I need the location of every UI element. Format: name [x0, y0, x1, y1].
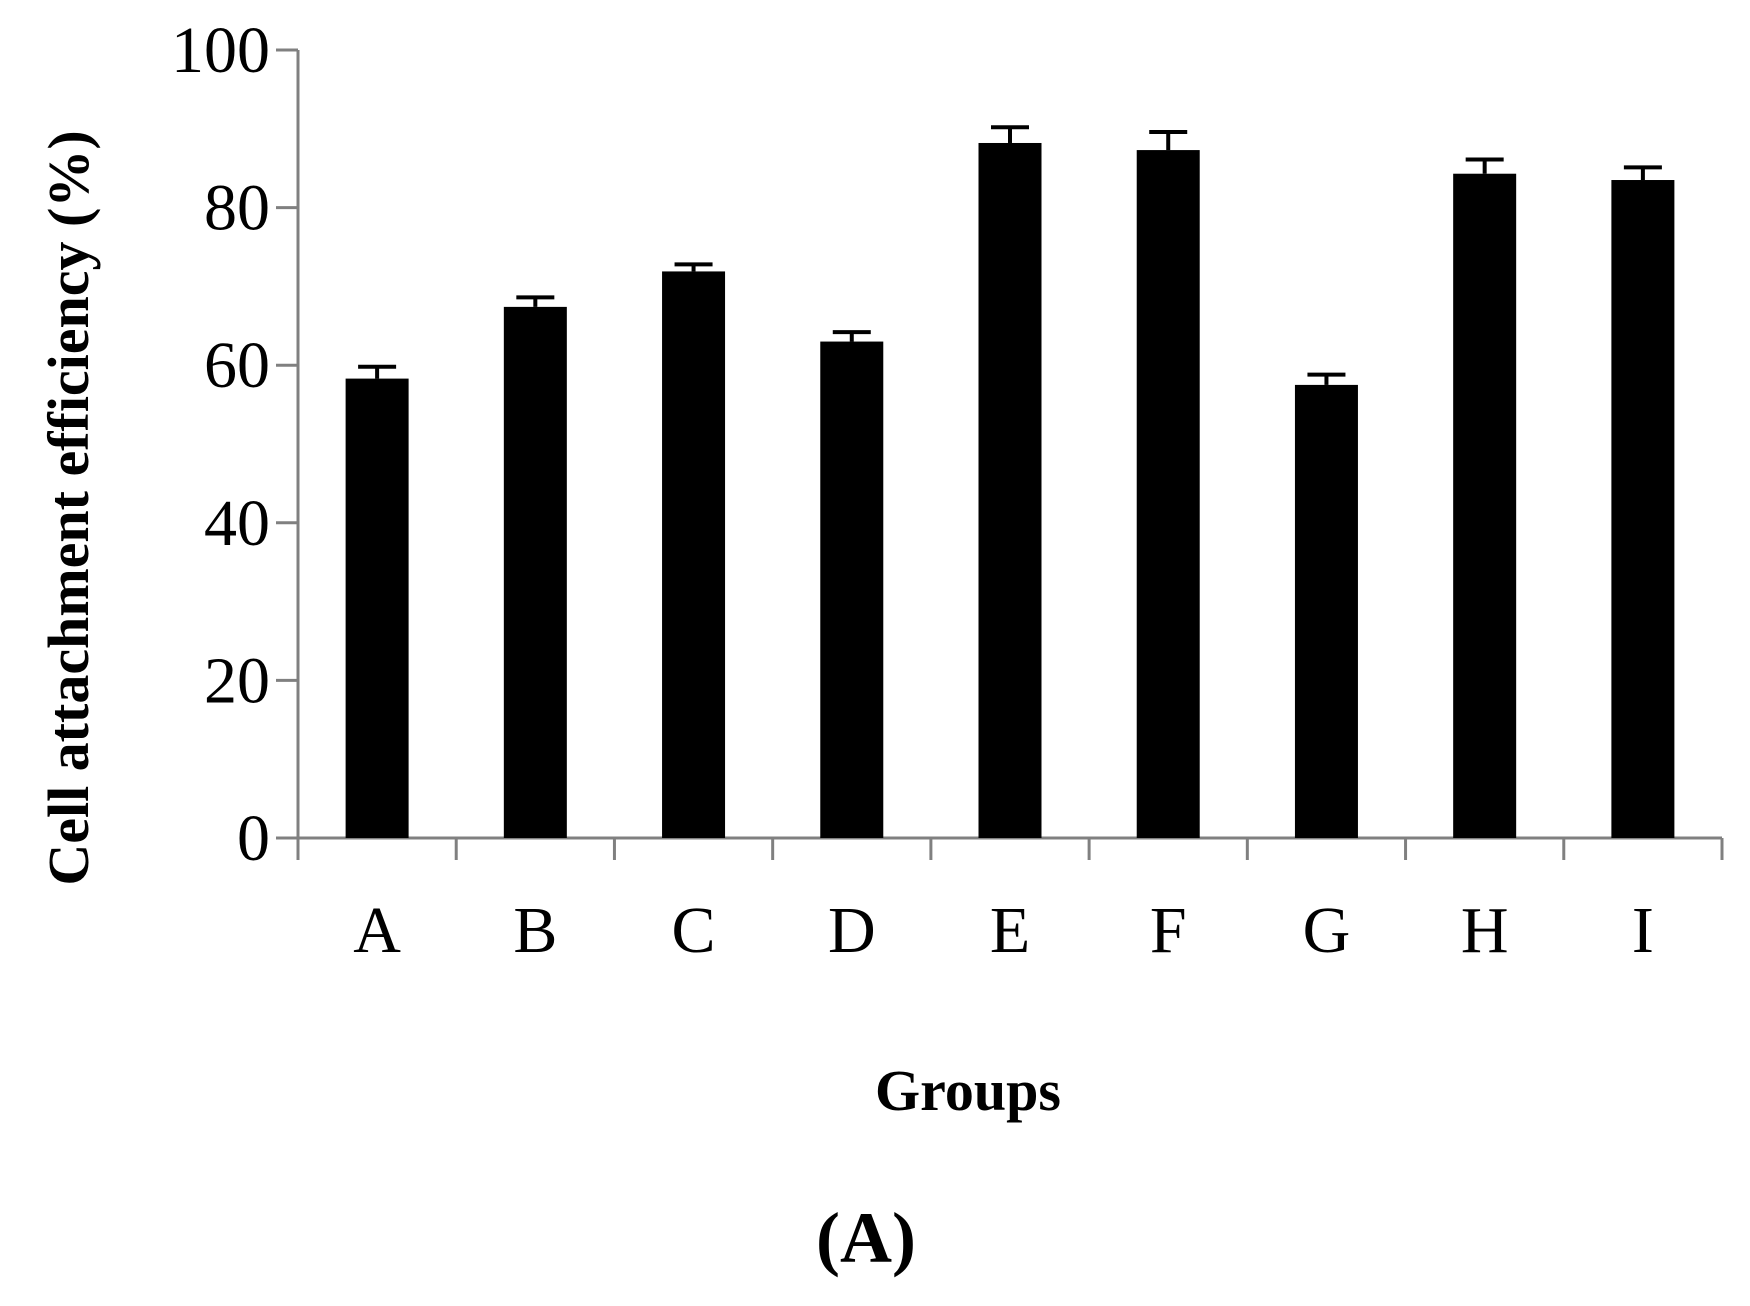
panel-label: (A): [816, 1198, 916, 1278]
y-tick-label: 100: [171, 14, 270, 87]
y-tick-label: 0: [237, 802, 270, 875]
x-tick-label-C: C: [672, 894, 716, 967]
x-tick-label-G: G: [1303, 894, 1351, 967]
y-axis-title: Cell attachment efficiency (%): [36, 130, 101, 885]
bar-F: [1136, 150, 1200, 839]
bar-A: [345, 378, 409, 838]
bar-B: [503, 306, 567, 838]
bar-H: [1453, 173, 1517, 838]
y-tick-label: 40: [204, 487, 270, 560]
y-tick-label: 80: [204, 172, 270, 245]
y-tick-label: 20: [204, 644, 270, 717]
x-tick-label-I: I: [1632, 894, 1654, 967]
tick-labels-group: 0 20 40 60 80 100 A B C D E F G H I: [171, 14, 1654, 967]
x-tick-label-D: D: [828, 894, 876, 967]
x-axis-title: Groups: [875, 1058, 1061, 1123]
bar-E: [978, 142, 1042, 838]
bar-C: [662, 271, 726, 839]
bar-D: [820, 341, 884, 838]
x-tick-label-B: B: [513, 894, 557, 967]
x-tick-label-A: A: [353, 894, 401, 967]
bar-I: [1611, 180, 1675, 838]
y-tick-label: 60: [204, 329, 270, 402]
x-tick-label-E: E: [990, 894, 1030, 967]
error-bars-group: [358, 125, 1662, 385]
bars-group: [345, 142, 1675, 839]
x-tick-label-F: F: [1150, 894, 1187, 967]
x-tick-label-H: H: [1461, 894, 1509, 967]
bar-G: [1294, 384, 1358, 838]
